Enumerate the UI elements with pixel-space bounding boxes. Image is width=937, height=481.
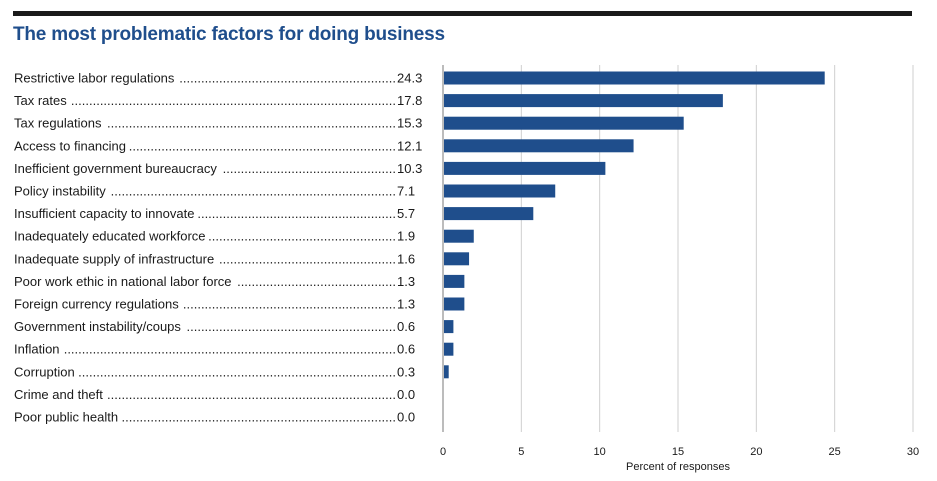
- chart-title: The most problematic factors for doing b…: [13, 24, 445, 45]
- value-label: 10.3: [397, 161, 422, 176]
- bars: [444, 71, 825, 379]
- x-tick-label: 25: [829, 446, 841, 458]
- bar: [444, 71, 825, 85]
- bar: [444, 297, 465, 311]
- row-labels: Restrictive labor regulations...........…: [14, 71, 422, 425]
- leader-dots: ........................................…: [183, 297, 396, 312]
- category-label: Government instability/coups: [14, 319, 181, 334]
- category-label: Inadequate supply of infrastructure: [14, 251, 214, 266]
- leader-dots: ........................................…: [219, 251, 396, 266]
- category-label: Inefficient government bureaucracy: [14, 161, 217, 176]
- category-label: Foreign currency regulations: [14, 297, 179, 312]
- x-tick-label: 20: [750, 446, 762, 458]
- leader-dots: ........................................…: [237, 274, 396, 289]
- value-label: 0.0: [397, 410, 415, 425]
- leader-dots: ........................................…: [107, 116, 396, 131]
- bar: [444, 116, 684, 130]
- category-label: Insufficient capacity to innovate: [14, 206, 194, 221]
- category-label: Restrictive labor regulations: [14, 71, 175, 86]
- category-label: Inflation: [14, 342, 60, 357]
- bar: [444, 252, 470, 266]
- x-tick-label: 5: [518, 446, 524, 458]
- value-label: 0.6: [397, 342, 415, 357]
- leader-dots: ........................................…: [78, 364, 396, 379]
- value-label: 1.3: [397, 274, 415, 289]
- category-label: Poor work ethic in national labor force: [14, 274, 232, 289]
- bar: [444, 161, 606, 175]
- x-axis-title: Percent of responses: [626, 461, 730, 473]
- bar: [444, 342, 454, 356]
- category-label: Crime and theft: [14, 387, 103, 402]
- value-label: 1.9: [397, 229, 415, 244]
- value-label: 12.1: [397, 138, 422, 153]
- value-label: 7.1: [397, 184, 415, 199]
- leader-dots: ........................................…: [208, 229, 396, 244]
- value-label: 5.7: [397, 206, 415, 221]
- value-label: 0.0: [397, 387, 415, 402]
- value-label: 24.3: [397, 71, 422, 86]
- leader-dots: ........................................…: [187, 319, 397, 334]
- category-label: Corruption: [14, 364, 75, 379]
- bar: [444, 184, 556, 198]
- x-tick-label: 15: [672, 446, 684, 458]
- bar: [444, 94, 723, 108]
- leader-dots: ........................................…: [223, 161, 396, 176]
- leader-dots: ........................................…: [197, 206, 396, 221]
- category-label: Inadequately educated workforce: [14, 229, 206, 244]
- x-tick-label: 0: [440, 446, 446, 458]
- value-label: 17.8: [397, 93, 422, 108]
- bar: [444, 365, 449, 379]
- category-label: Tax rates: [14, 93, 67, 108]
- leader-dots: ........................................…: [64, 342, 396, 357]
- leader-dots: ........................................…: [122, 410, 397, 425]
- value-label: 0.3: [397, 364, 415, 379]
- bar: [444, 229, 474, 243]
- x-tick-label: 10: [594, 446, 606, 458]
- category-label: Access to financing: [14, 138, 126, 153]
- bar: [444, 139, 634, 153]
- bar: [444, 207, 534, 221]
- leader-dots: ........................................…: [179, 71, 396, 86]
- x-tick-label: 30: [907, 446, 919, 458]
- leader-dots: ........................................…: [129, 138, 396, 153]
- value-label: 1.3: [397, 297, 415, 312]
- x-axis-ticks: 0 5 10 15 20 25 30: [440, 446, 919, 458]
- category-label: Tax regulations: [14, 116, 102, 131]
- leader-dots: ........................................…: [107, 387, 396, 402]
- value-label: 0.6: [397, 319, 415, 334]
- top-rule: [13, 11, 912, 16]
- bar: [444, 320, 454, 334]
- value-label: 1.6: [397, 251, 415, 266]
- category-label: Policy instability: [14, 184, 106, 199]
- leader-dots: ........................................…: [71, 93, 396, 108]
- leader-dots: ........................................…: [111, 184, 396, 199]
- category-label: Poor public health: [14, 410, 118, 425]
- bar: [444, 274, 465, 288]
- value-label: 15.3: [397, 116, 422, 131]
